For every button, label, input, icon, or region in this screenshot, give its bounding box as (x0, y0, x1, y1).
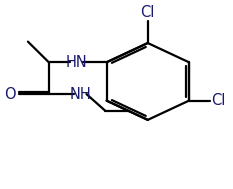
Text: Cl: Cl (211, 93, 225, 108)
Text: O: O (4, 87, 16, 102)
Text: HN: HN (66, 55, 87, 70)
Text: Cl: Cl (140, 5, 155, 20)
Text: NH: NH (69, 87, 91, 102)
